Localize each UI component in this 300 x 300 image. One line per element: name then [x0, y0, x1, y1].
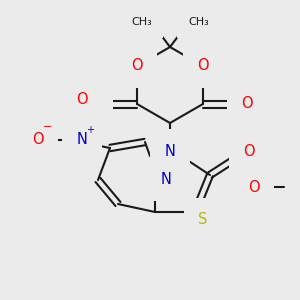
Text: +: + [86, 125, 94, 135]
Text: O: O [131, 58, 143, 74]
Text: N: N [165, 143, 176, 158]
Text: N: N [160, 172, 171, 187]
Text: O: O [76, 92, 88, 107]
Text: S: S [198, 212, 208, 227]
Text: CH₃: CH₃ [131, 17, 152, 27]
Text: −: − [43, 122, 53, 132]
Text: O: O [241, 97, 253, 112]
Text: CH₃: CH₃ [188, 17, 209, 27]
Text: O: O [243, 145, 255, 160]
Text: N: N [76, 133, 87, 148]
Text: O: O [248, 179, 260, 194]
Text: O: O [197, 58, 209, 74]
Text: O: O [32, 133, 44, 148]
Text: O: O [87, 97, 99, 112]
